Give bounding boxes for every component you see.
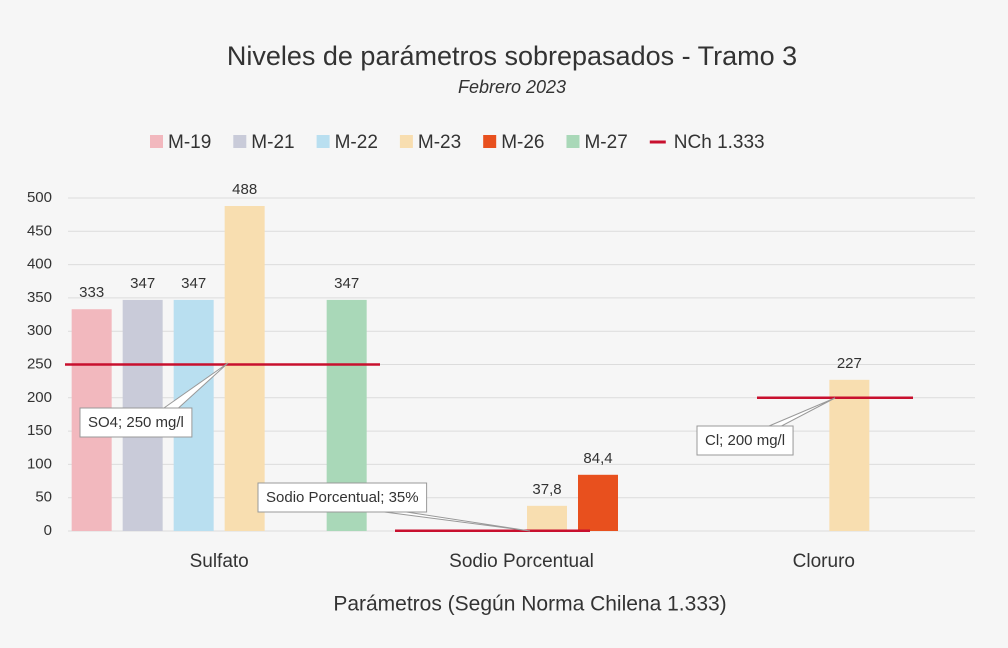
y-tick-label: 450: [27, 222, 52, 239]
legend-swatch: [399, 135, 413, 148]
data-label: 347: [334, 275, 359, 292]
bar: [578, 474, 618, 531]
annotation: Sodio Porcentual; 35%: [266, 489, 419, 506]
legend-swatch: [150, 135, 163, 148]
chart-subtitle: Febrero 2023: [458, 77, 566, 97]
annotation: SO4; 250 mg/l: [88, 414, 184, 431]
y-tick-label: 100: [27, 455, 52, 472]
legend-swatch: [483, 135, 497, 148]
callout-box: [79, 407, 193, 438]
x-tick-label: Sulfato: [190, 551, 249, 572]
y-tick-label: 400: [27, 256, 52, 273]
y-tick-label: 150: [27, 422, 52, 439]
data-label: 84,4: [583, 450, 612, 467]
legend-label: M-27: [584, 132, 627, 153]
legend-swatch: [566, 135, 580, 148]
callout-box: [696, 425, 794, 456]
chart-title: Niveles de parámetros sobrepasados - Tra…: [227, 41, 797, 71]
y-tick-label: 0: [44, 522, 52, 539]
data-label: 333: [79, 284, 104, 301]
callout-box: [257, 482, 428, 513]
legend-label: M-23: [418, 132, 461, 153]
legend-label: M-19: [168, 132, 211, 153]
callout-pointer: [162, 362, 229, 409]
bar: [224, 205, 265, 531]
legend-swatch: [233, 135, 247, 148]
callout-pointer: [768, 397, 836, 427]
x-tick-label: Sodio Porcentual: [449, 551, 594, 572]
legend-label: M-21: [251, 132, 294, 153]
bar: [829, 379, 870, 531]
y-tick-label: 200: [27, 389, 52, 406]
x-axis-title: Parámetros (Según Norma Chilena 1.333): [333, 593, 726, 616]
callout-pointer: [384, 511, 531, 532]
legend-label: M-26: [501, 132, 544, 153]
y-tick-label: 500: [27, 189, 52, 206]
data-label: 347: [130, 275, 155, 292]
annotation: Cl; 200 mg/l: [705, 432, 785, 449]
legend-label: NCh 1.333: [674, 132, 765, 153]
data-label: 37,8: [532, 481, 561, 498]
y-tick-label: 350: [27, 289, 52, 306]
y-tick-label: 250: [27, 355, 52, 372]
legend-swatch: [316, 135, 330, 148]
data-label: 227: [837, 355, 862, 372]
x-tick-label: Cloruro: [793, 551, 855, 572]
bar: [527, 505, 567, 531]
y-tick-label: 300: [27, 322, 52, 339]
data-label: 347: [181, 275, 206, 292]
legend-label: M-22: [335, 132, 378, 153]
y-tick-label: 50: [35, 489, 52, 506]
data-label: 488: [232, 181, 257, 198]
